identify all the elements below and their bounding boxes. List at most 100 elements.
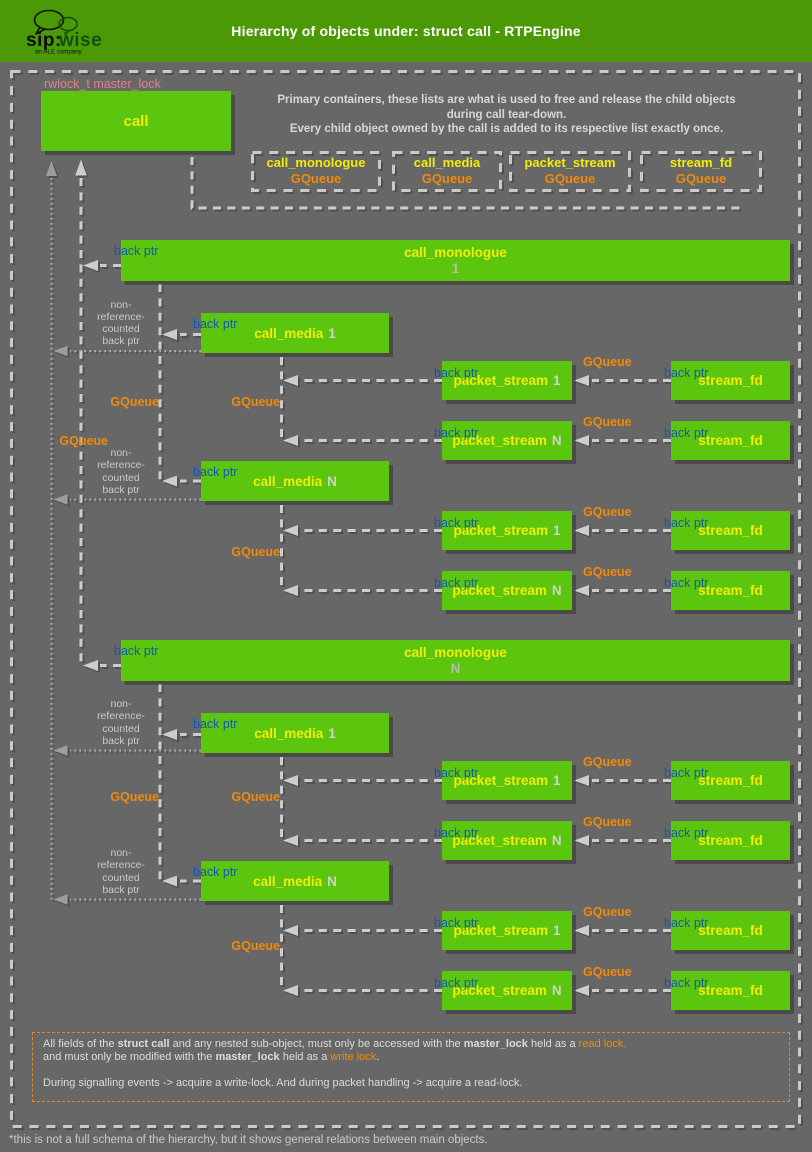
text-segment: , <box>623 1038 627 1050</box>
logo-tagline-text: an ALE company <box>35 49 83 56</box>
locking-rules-line-2: and must only be modified with the maste… <box>43 1051 779 1064</box>
primary-containers-note: Primary containers, these lists are what… <box>248 93 765 137</box>
packet-stream-node-1: packet_stream N <box>442 421 572 460</box>
packet-stream-name: packet_stream <box>452 983 547 998</box>
call-monologue-node-n: call_monologue N <box>121 640 790 681</box>
non-ref-label-line: back ptr <box>102 335 140 348</box>
header-bar: sip: wise an ALE company Hierarchy of ob… <box>0 0 812 62</box>
call-media-index: N <box>327 473 337 489</box>
gqueue-label-call-monologues: GQueue <box>59 433 108 448</box>
back-ptr-label-stream-fd-5: back ptr <box>664 826 709 840</box>
back-ptr-label-packet-stream-3: back ptr <box>434 576 479 590</box>
text-segment: All fields of the <box>43 1038 118 1050</box>
back-ptr-label-stream-fd-6: back ptr <box>664 916 709 930</box>
gqueue-label-stream-fd-1: GQueue <box>583 415 632 429</box>
call-media-name: call_media <box>253 473 323 489</box>
call-node-label: call <box>123 112 149 130</box>
back-ptr-label-stream-fd-7: back ptr <box>664 976 709 990</box>
packet-stream-name: packet_stream <box>452 583 547 598</box>
packet-stream-node-7: packet_stream N <box>442 971 572 1010</box>
packet-stream-name: packet_stream <box>452 833 547 848</box>
locking-rules-box: All fields of the struct call and any ne… <box>32 1032 790 1102</box>
master-lock-label: rwlock_t master_lock <box>44 77 161 91</box>
legend-queue-box-1: call_media GQueue <box>392 151 502 192</box>
packet-stream-index: N <box>551 833 562 848</box>
call-media-node-2: call_media 1 <box>201 713 389 753</box>
packet-stream-name: packet_stream <box>452 433 547 448</box>
legend-queue-type: GQueue <box>675 171 727 186</box>
packet-stream-index: N <box>551 983 562 998</box>
call-node: call <box>41 91 231 151</box>
non-ref-label-line: back ptr <box>102 483 140 496</box>
note-line-3: Every child object owned by the call is … <box>289 123 724 136</box>
stream-fd-name: stream_fd <box>698 433 763 448</box>
call-media-name: call_media <box>254 325 324 341</box>
write-lock-term: write lock <box>330 1051 377 1063</box>
legend-queue-name: stream_fd <box>669 155 733 170</box>
back-ptr-label-stream-fd-3: back ptr <box>664 576 709 590</box>
call-media-index: 1 <box>328 725 336 741</box>
stream-fd-node-1: stream_fd <box>671 421 790 460</box>
gqueue-label-stream-fd-4: GQueue <box>583 755 632 769</box>
non-ref-label-line: reference- <box>97 459 145 472</box>
stream-fd-name: stream_fd <box>698 923 763 938</box>
spacer <box>43 1064 779 1077</box>
gqueue-label-stream-fd-0: GQueue <box>583 355 632 369</box>
text-segment: held as a <box>279 1051 331 1063</box>
packet-stream-name: packet_stream <box>453 923 549 938</box>
master-lock-term: master_lock <box>215 1051 280 1063</box>
non-ref-back-ptr-label-3: non-reference-counted back ptr <box>71 847 171 896</box>
legend-queue-type: GQueue <box>421 171 473 186</box>
packet-stream-name: packet_stream <box>453 373 549 388</box>
packet-stream-index: 1 <box>553 523 561 538</box>
locking-rules-line-1: All fields of the struct call and any ne… <box>43 1038 779 1051</box>
note-line-2: during call tear-down. <box>446 108 567 121</box>
gqueue-label-mediaN-streams-a: GQueue <box>231 544 280 559</box>
packet-stream-index: N <box>551 433 562 448</box>
logo-wise-text: wise <box>58 30 102 51</box>
text-segment: and must only be modified with the <box>43 1051 216 1063</box>
non-ref-label-line: reference- <box>97 859 145 872</box>
struct-call-term: struct call <box>117 1038 170 1050</box>
footnote: *this is not a full schema of the hierar… <box>9 1134 488 1146</box>
call-media-node-0: call_media 1 <box>201 313 389 353</box>
non-ref-back-ptr-label-0: non-reference-counted back ptr <box>71 299 171 348</box>
back-ptr-label-packet-stream-2: back ptr <box>434 516 479 530</box>
back-ptr-label-stream-fd-2: back ptr <box>664 516 709 530</box>
call-media-name: call_media <box>253 873 323 889</box>
non-ref-label-line: counted <box>102 871 140 884</box>
sipwise-logo: sip: wise an ALE company <box>26 9 102 56</box>
packet-stream-node-2: packet_stream 1 <box>442 511 572 550</box>
legend-queue-box-2: packet_stream GQueue <box>509 151 631 192</box>
stream-fd-node-6: stream_fd <box>671 911 790 950</box>
call-monologue-index: N <box>450 660 461 676</box>
non-ref-label-line: back ptr <box>102 734 140 747</box>
packet-stream-name: packet_stream <box>453 523 549 538</box>
stream-fd-name: stream_fd <box>698 583 763 598</box>
packet-stream-node-3: packet_stream N <box>442 571 572 610</box>
gqueue-label-stream-fd-3: GQueue <box>583 565 632 579</box>
call-media-index: N <box>327 873 337 889</box>
legend-queue-type: GQueue <box>544 171 596 186</box>
call-media-index: 1 <box>328 325 336 341</box>
call-monologue-name: call_monologue <box>404 645 507 660</box>
text-segment: held as a <box>527 1038 579 1050</box>
stream-fd-node-4: stream_fd <box>671 761 790 800</box>
back-ptr-label-media-2: back ptr <box>193 717 238 731</box>
packet-stream-node-4: packet_stream 1 <box>442 761 572 800</box>
stream-fd-name: stream_fd <box>698 833 763 848</box>
back-ptr-label-packet-stream-5: back ptr <box>434 826 479 840</box>
gqueue-label-stream-fd-7: GQueue <box>583 965 632 979</box>
legend-queue-box-0: call_monologue GQueue <box>251 151 381 192</box>
text-segment: . <box>376 1051 380 1063</box>
back-ptr-label-media-0: back ptr <box>193 317 238 331</box>
gqueue-label-stream-fd-5: GQueue <box>583 815 632 829</box>
back-ptr-label-packet-stream-4: back ptr <box>434 766 479 780</box>
packet-stream-index: 1 <box>553 373 561 388</box>
stream-fd-node-2: stream_fd <box>671 511 790 550</box>
stream-fd-name: stream_fd <box>698 373 763 388</box>
non-ref-label-line: counted <box>102 471 140 484</box>
legend-queue-name: packet_stream <box>524 155 616 170</box>
